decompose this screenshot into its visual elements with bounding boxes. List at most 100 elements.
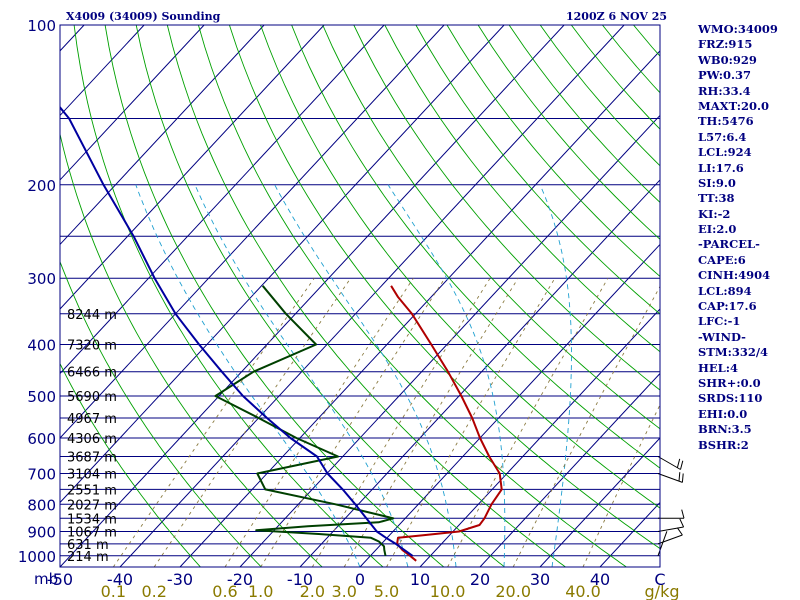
isotherm-line [60, 25, 325, 310]
temperature-tick-label: -40 [107, 570, 133, 589]
chart-valid-time: 1200Z 6 NOV 25 [566, 10, 667, 23]
height-label: 6466 m [67, 366, 117, 381]
wind-barb [658, 509, 685, 519]
dry-adiabat-line [135, 25, 505, 567]
sounding-index: WB0:929 [698, 52, 757, 67]
mixing-ratio-line [343, 277, 519, 567]
pressure-tick-label: 200 [27, 177, 56, 195]
isotherm-line [539, 437, 660, 567]
wind-barb [657, 472, 684, 483]
temperature-tick-label: 40 [590, 570, 610, 589]
dry-adiabat-line [384, 25, 660, 353]
sounding-index: SI:9.0 [698, 175, 736, 190]
parcel-profile [60, 105, 414, 557]
mixing-ratio-tick-label: 40.0 [565, 582, 601, 600]
mixing-ratio-line [260, 277, 446, 567]
moist-adiabat-line [274, 184, 457, 567]
dry-adiabat-line [260, 25, 660, 509]
sounding-index: BRN:3.5 [698, 422, 752, 437]
sounding-index: LCL:924 [698, 145, 752, 160]
isotherm-line [239, 114, 660, 567]
sounding-index: SRDS:110 [698, 391, 763, 406]
pressure-tick-label: 700 [27, 466, 56, 484]
sounding-index: -WIND- [698, 329, 746, 344]
mixing-ratio-line [311, 277, 491, 567]
mixing-ratio-line [153, 277, 352, 567]
mixing-ratio-line [447, 277, 609, 567]
isotherm-line [179, 50, 660, 567]
dry-adiabat-line [353, 25, 660, 391]
sounding-index: RH:33.4 [698, 83, 751, 98]
height-label: 5690 m [67, 390, 117, 405]
moist-adiabat-line [135, 184, 361, 567]
sounding-index: PW:0.37 [698, 68, 752, 83]
sounding-indices-panel: WMO:34009 FRZ:915 WB0:929 PW:0.37 RH:33.4 MAX… [698, 22, 798, 453]
mixing-ratio-tick-label: 3.0 [331, 582, 356, 600]
sounding-index: STM:332/4 [698, 345, 769, 360]
dry-adiabat-line [104, 25, 445, 567]
mixing-ratio-tick-label: 1.0 [248, 582, 273, 600]
pressure-tick-label: 400 [27, 337, 56, 355]
dry-adiabat-line [166, 25, 566, 567]
pressure-tick-label: 800 [27, 496, 56, 514]
isotherm-line [119, 25, 625, 567]
sounding-index: LCL:894 [698, 283, 752, 298]
height-label: 8244 m [67, 308, 117, 323]
dry-adiabat-line [228, 25, 660, 550]
height-label: 214 m [67, 550, 109, 565]
isotherm-line [60, 25, 505, 504]
sounding-index: SHR+:0.0 [698, 375, 761, 390]
sounding-index: EHI:0.0 [698, 406, 748, 421]
dry-adiabat-line [60, 362, 201, 567]
moist-adiabat-line [539, 184, 572, 567]
sounding-index: LFC:-1 [698, 314, 741, 329]
pressure-tick-label: 600 [27, 430, 56, 448]
height-label: 4306 m [67, 432, 117, 447]
dry-adiabat-line [322, 25, 660, 430]
sounding-index: -PARCEL- [698, 237, 760, 252]
mixing-ratio-tick-label: 5.0 [374, 582, 399, 600]
mixing-ratio-tick-label: 10.0 [430, 582, 466, 600]
dry-adiabat-line [60, 260, 262, 567]
height-label: 1534 m [67, 512, 117, 527]
mixing-ratio-tick-label: 20.0 [495, 582, 531, 600]
chart-title: X4009 (34009) Sounding [66, 10, 221, 23]
thermo-grid [60, 25, 660, 567]
sounding-index: WMO:34009 [698, 22, 778, 36]
mixing-ratio-line [582, 403, 660, 567]
temperature-tick-label: -30 [167, 570, 193, 589]
sounding-index: HEL:4 [698, 360, 738, 375]
height-label: 1067 m [67, 526, 117, 541]
pressure-unit-label: mb [34, 570, 58, 588]
sounding-index: MAXT:20.0 [698, 98, 769, 113]
sounding-index: CINH:4904 [698, 268, 771, 283]
isotherm-line [60, 25, 445, 439]
isotherm-line [479, 372, 660, 567]
mixing-ratio-tick-label: 0.1 [101, 582, 126, 600]
mixing-ratio-tick-label: 0.2 [141, 582, 166, 600]
dry-adiabat-line [446, 25, 660, 278]
isotherm-line [60, 25, 565, 567]
sounding-index: L57:6.4 [698, 129, 747, 144]
sounding-index: BSHR:2 [698, 437, 749, 452]
mixing-ratio-line [112, 277, 315, 567]
dry-adiabat-line [197, 25, 627, 567]
wind-barb [657, 518, 685, 532]
dry-adiabat-line [291, 25, 660, 469]
moist-adiabat-line [194, 184, 409, 567]
height-label: 3687 m [67, 451, 117, 466]
temperature-tick-label: 10 [410, 570, 430, 589]
wind-barb [657, 456, 684, 470]
plot-frame [59, 24, 661, 568]
moist-adiabat-line [387, 184, 506, 567]
pressure-tick-label: 500 [27, 388, 56, 406]
dry-adiabat-line [73, 25, 384, 567]
pressure-tick-label: 1000 [18, 548, 56, 566]
sounding-index: CAPE:6 [698, 252, 746, 267]
height-label: 2551 m [67, 483, 117, 498]
temperature-unit-label: C [654, 570, 665, 589]
sounding-index: TT:38 [698, 191, 735, 206]
wind-barbs [657, 456, 685, 556]
